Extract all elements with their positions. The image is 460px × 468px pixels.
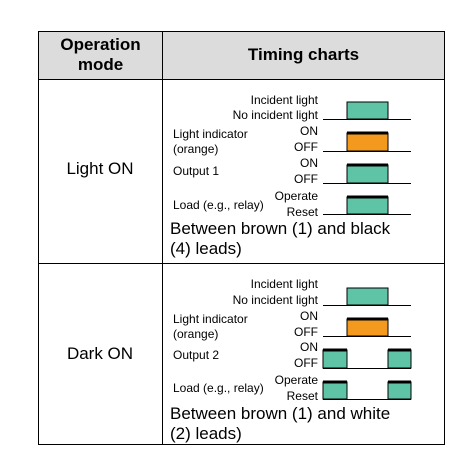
label-load: Load (e.g., relay) bbox=[173, 381, 264, 395]
header-timing-charts: Timing charts bbox=[247, 45, 360, 64]
label-off: OFF bbox=[294, 356, 318, 370]
waveform-output-row1 bbox=[323, 163, 411, 184]
label-output: Output 1 bbox=[173, 164, 220, 178]
label-on: ON bbox=[300, 309, 318, 323]
timing-table: Operation mode Timing charts Light ON In… bbox=[38, 31, 445, 445]
row-divider bbox=[39, 79, 444, 80]
waveform-incident-light-row2 bbox=[323, 287, 411, 306]
label-reset: Reset bbox=[286, 205, 318, 219]
label-orange: (orange) bbox=[173, 142, 219, 156]
label-load: Load (e.g., relay) bbox=[173, 198, 264, 212]
waveform-light-indicator-row1 bbox=[323, 131, 411, 152]
label-on: ON bbox=[300, 156, 318, 170]
label-no-incident-light: No incident light bbox=[232, 293, 318, 307]
waveform-light-indicator-row2 bbox=[323, 317, 411, 337]
caption-line1: Between brown (1) and black bbox=[170, 219, 391, 238]
timing-waveforms bbox=[322, 101, 412, 400]
mode-dark-on: Dark ON bbox=[66, 344, 134, 363]
label-reset: Reset bbox=[286, 389, 318, 403]
waveform-output-row2 bbox=[322, 348, 412, 369]
label-no-incident-light: No incident light bbox=[232, 108, 318, 122]
waveform-load-row1 bbox=[323, 195, 411, 215]
label-light-indicator: Light indicator bbox=[173, 127, 248, 141]
caption-line2: (4) leads) bbox=[170, 239, 242, 258]
column-divider bbox=[162, 32, 163, 444]
label-incident-light: Incident light bbox=[250, 277, 318, 291]
mode-light-on: Light ON bbox=[66, 159, 134, 178]
header-operation-mode: Operation mode bbox=[39, 35, 162, 75]
header-operation-line1: Operation bbox=[60, 35, 141, 54]
table-header bbox=[39, 32, 444, 79]
caption-leads: Between brown (1) and white (2) leads) bbox=[170, 404, 390, 444]
label-orange: (orange) bbox=[173, 327, 219, 341]
waveform-load-row2 bbox=[322, 380, 412, 400]
label-operate: Operate bbox=[274, 189, 318, 203]
row-divider bbox=[39, 263, 444, 264]
header-operation-line2: mode bbox=[77, 55, 124, 74]
caption-leads: Between brown (1) and black (4) leads) bbox=[170, 219, 390, 259]
label-off: OFF bbox=[294, 140, 318, 154]
label-light-indicator: Light indicator bbox=[173, 312, 248, 326]
caption-line1: Between brown (1) and white bbox=[170, 404, 391, 423]
caption-line2: (2) leads) bbox=[170, 424, 242, 443]
label-on: ON bbox=[300, 124, 318, 138]
label-operate: Operate bbox=[274, 373, 318, 387]
label-off: OFF bbox=[294, 325, 318, 339]
label-incident-light: Incident light bbox=[250, 93, 318, 107]
waveform-incident-light-row1 bbox=[323, 101, 411, 120]
label-off: OFF bbox=[294, 172, 318, 186]
label-output: Output 2 bbox=[173, 348, 220, 362]
label-on: ON bbox=[300, 340, 318, 354]
